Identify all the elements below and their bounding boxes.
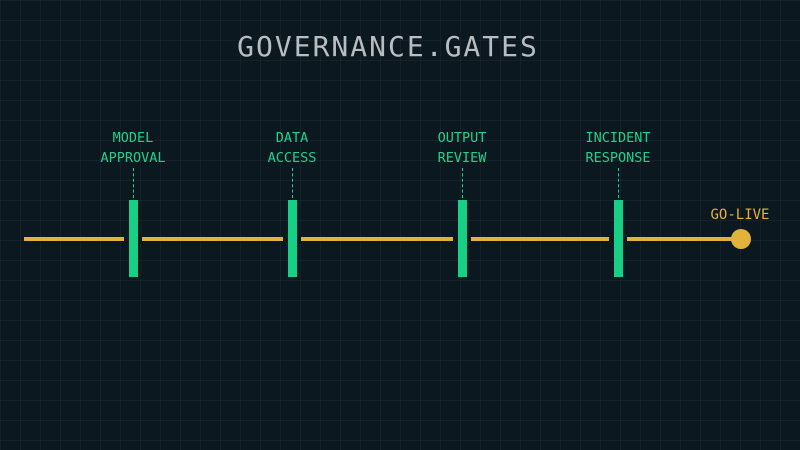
- diagram-title: GOVERNANCE.GATES: [237, 30, 539, 63]
- gate-connector: [132, 168, 134, 198]
- gate-label-line1: OUTPUT: [437, 130, 487, 146]
- gate-bar: [287, 200, 297, 277]
- gate-bar: [457, 200, 467, 277]
- gate-connector: [617, 168, 619, 198]
- gate-label: DATA ACCESS: [212, 128, 372, 168]
- gate-bar: [613, 200, 623, 277]
- gate-label-line1: INCIDENT: [585, 130, 651, 146]
- gate-bar: [128, 200, 138, 277]
- gate-label: OUTPUT REVIEW: [382, 128, 542, 168]
- gate-label-line2: ACCESS: [267, 150, 317, 166]
- gate-label: INCIDENT RESPONSE: [538, 128, 698, 168]
- gate-label-line2: APPROVAL: [100, 150, 166, 166]
- gate-label-line2: REVIEW: [437, 150, 487, 166]
- gate-label-line2: RESPONSE: [585, 150, 651, 166]
- go-live-endpoint: [731, 229, 751, 249]
- gate-connector: [291, 168, 293, 198]
- gate-label: MODEL APPROVAL: [53, 128, 213, 168]
- timeline-track: [24, 237, 740, 241]
- gate-connector: [461, 168, 463, 198]
- gate-label-line1: DATA: [275, 130, 309, 146]
- go-live-label: GO-LIVE: [710, 207, 770, 223]
- gate-label-line1: MODEL: [112, 130, 154, 146]
